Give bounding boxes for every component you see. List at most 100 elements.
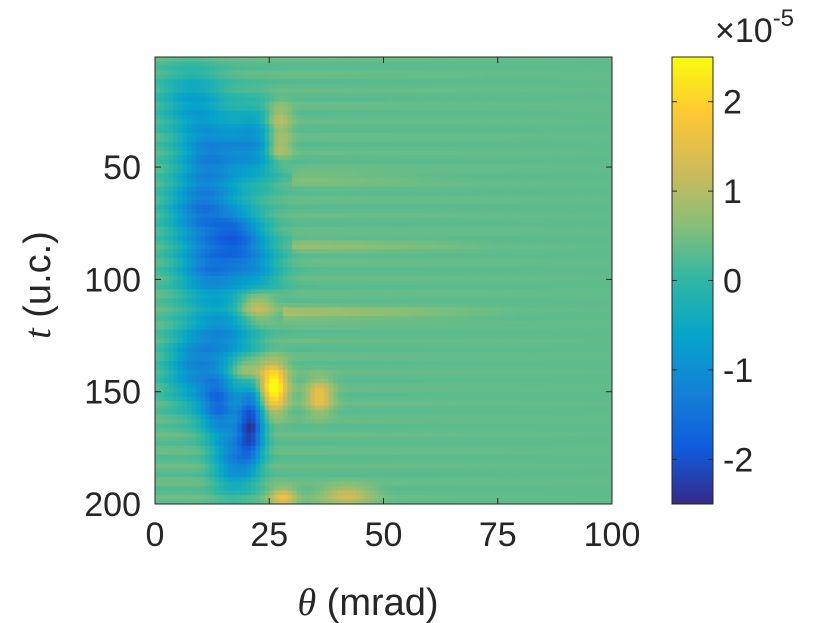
heatmap-cell — [388, 217, 394, 223]
heatmap-cell — [388, 186, 394, 192]
heatmap-cell — [269, 267, 275, 273]
heatmap-cell — [506, 271, 513, 277]
heatmap-cell — [218, 119, 225, 125]
heatmap-cell — [182, 240, 188, 246]
heatmap-cell — [452, 240, 458, 246]
heatmap-cell — [346, 83, 353, 89]
heatmap-cell — [186, 226, 193, 232]
heatmap-cell — [589, 249, 595, 255]
heatmap-cell — [264, 97, 270, 103]
heatmap-cell — [557, 231, 563, 237]
heatmap-cell — [584, 150, 590, 156]
heatmap-cell — [205, 177, 211, 183]
heatmap-cell — [260, 240, 266, 246]
heatmap-cell — [250, 128, 257, 134]
heatmap-cell — [159, 124, 165, 130]
heatmap-cell — [287, 88, 293, 94]
heatmap-cell — [200, 182, 206, 188]
heatmap-cell — [461, 204, 467, 210]
heatmap-cell — [314, 101, 321, 107]
heatmap-cell — [561, 244, 567, 250]
heatmap-cell — [602, 110, 609, 116]
heatmap-cell — [406, 244, 412, 250]
heatmap-cell — [520, 231, 526, 237]
heatmap-cell — [324, 173, 330, 179]
heatmap-cell — [392, 164, 398, 170]
heatmap-cell — [369, 132, 375, 139]
heatmap-cell — [369, 191, 375, 197]
heatmap-cell — [255, 65, 261, 72]
heatmap-cell — [305, 276, 311, 282]
heatmap-cell — [356, 61, 362, 67]
heatmap-cell — [337, 249, 343, 255]
heatmap-cell — [319, 262, 325, 268]
heatmap-cell — [447, 168, 453, 174]
heatmap-cell — [589, 74, 595, 80]
heatmap-cell — [465, 271, 471, 277]
heatmap-cell — [177, 168, 184, 174]
heatmap-cell — [420, 173, 426, 179]
heatmap-cell — [305, 226, 311, 232]
heatmap-cell — [552, 173, 558, 179]
heatmap-cell — [173, 213, 179, 219]
heatmap-cell — [356, 150, 362, 156]
heatmap-cell — [223, 115, 229, 121]
heatmap-cell — [552, 204, 558, 210]
heatmap-cell — [177, 240, 184, 246]
heatmap-cell — [186, 191, 193, 197]
heatmap-cell — [465, 83, 471, 89]
heatmap-cell — [520, 240, 526, 246]
heatmap-cell — [177, 132, 184, 139]
heatmap-cell — [593, 159, 599, 165]
heatmap-cell — [584, 74, 590, 80]
heatmap-cell — [543, 132, 549, 139]
heatmap-cell — [205, 74, 211, 80]
heatmap-cell — [333, 65, 339, 72]
heatmap-cell — [534, 61, 540, 67]
heatmap-cell — [159, 204, 165, 210]
heatmap-cell — [543, 106, 549, 112]
heatmap-cell — [484, 61, 490, 67]
heatmap-cell — [401, 146, 407, 152]
heatmap-cell — [420, 115, 426, 121]
heatmap-cell — [314, 191, 321, 197]
heatmap-cell — [602, 267, 609, 273]
heatmap-cell — [557, 106, 563, 112]
heatmap-cell — [282, 271, 289, 277]
heatmap-cell — [351, 226, 357, 232]
heatmap-cell — [410, 164, 417, 170]
heatmap-cell — [337, 204, 343, 210]
heatmap-cell — [223, 217, 229, 223]
heatmap-cell — [369, 119, 375, 125]
heatmap-cell — [218, 110, 225, 116]
heatmap-cell — [342, 213, 348, 219]
heatmap-cell — [493, 110, 499, 116]
heatmap-cell — [369, 271, 375, 277]
heatmap-cell — [237, 217, 243, 223]
heatmap-cell — [218, 79, 225, 85]
heatmap-cell — [223, 253, 229, 259]
heatmap-cell — [401, 226, 407, 232]
heatmap-cell — [287, 177, 293, 183]
heatmap-cell — [520, 177, 526, 183]
heatmap-cell — [241, 244, 247, 250]
heatmap-cell — [218, 97, 225, 103]
heatmap-cell — [182, 253, 188, 259]
heatmap-cell — [470, 92, 476, 98]
heatmap-cell — [607, 124, 612, 130]
heatmap-cell — [420, 141, 426, 147]
heatmap-cell — [342, 235, 348, 241]
heatmap-cell — [456, 83, 462, 89]
heatmap-cell — [356, 208, 362, 215]
heatmap-cell — [292, 97, 298, 103]
heatmap-cell — [155, 119, 161, 125]
heatmap-cell — [529, 213, 535, 219]
heatmap-cell — [173, 244, 179, 250]
heatmap-cell — [159, 271, 165, 277]
heatmap-cell — [324, 61, 330, 67]
heatmap-cell — [319, 115, 325, 121]
heatmap-cell — [301, 177, 307, 183]
heatmap-cell — [182, 249, 188, 255]
heatmap-cell — [369, 74, 375, 80]
heatmap-cell — [470, 168, 476, 174]
